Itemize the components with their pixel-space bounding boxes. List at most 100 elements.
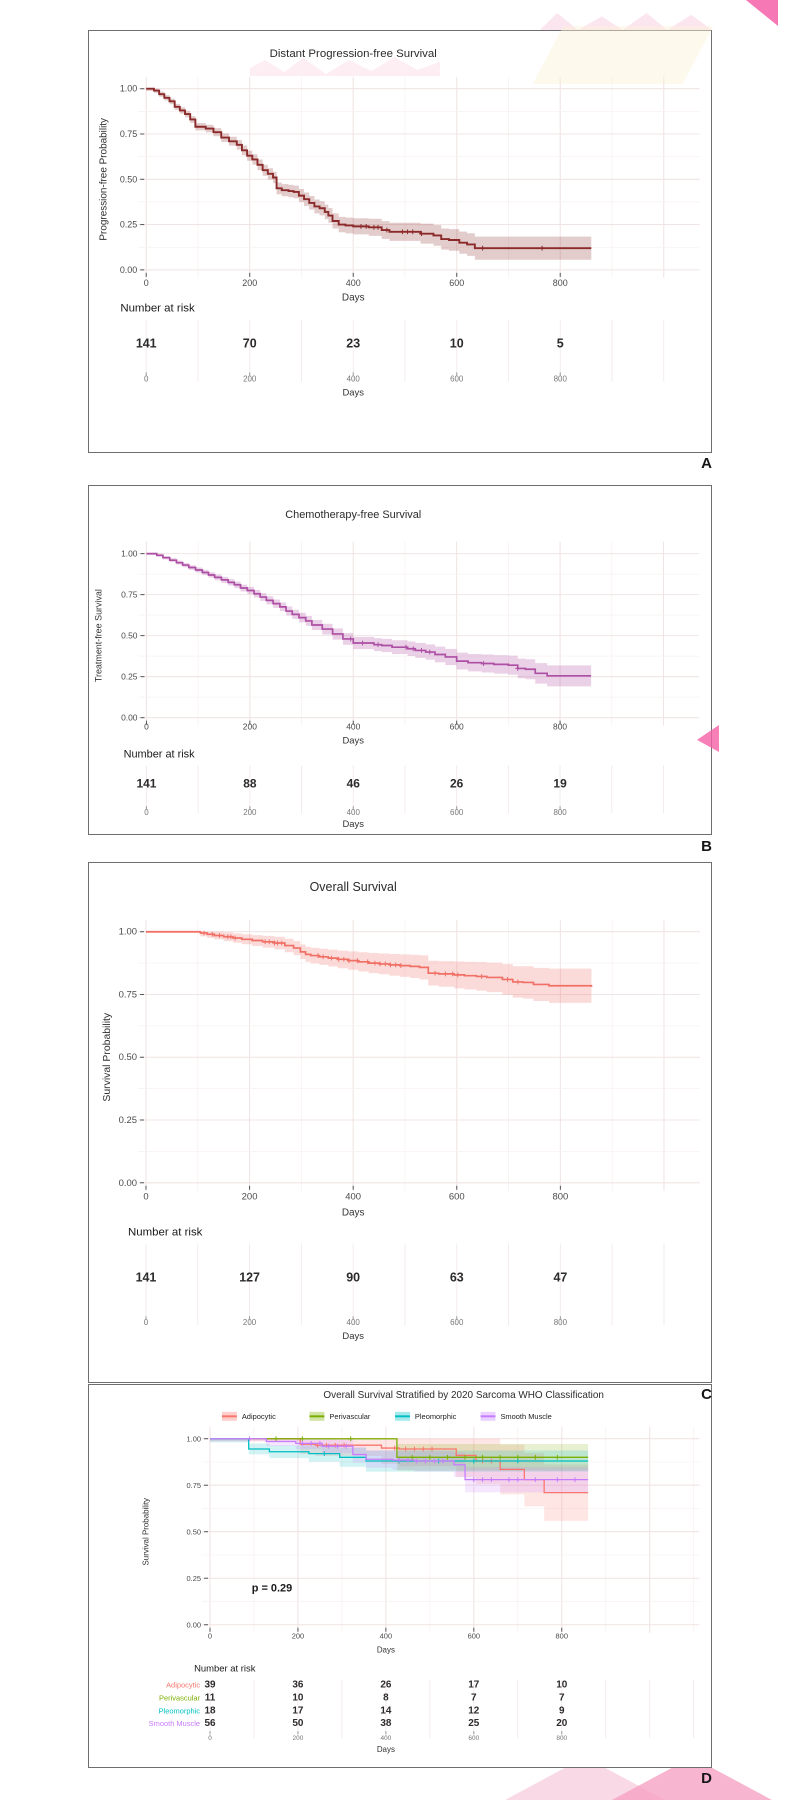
svg-text:0.00: 0.00 (120, 265, 137, 275)
svg-text:1.00: 1.00 (187, 1435, 202, 1444)
svg-text:0: 0 (144, 278, 149, 288)
svg-text:800: 800 (554, 374, 568, 383)
svg-text:Perivascular: Perivascular (329, 1412, 371, 1421)
svg-text:200: 200 (293, 1735, 304, 1742)
svg-text:Pleomorphic: Pleomorphic (415, 1412, 457, 1421)
watermark-top-strip (540, 13, 712, 30)
svg-text:0: 0 (144, 722, 149, 732)
panel-a-distant-pfs: Distant Progression-free Survival Progres… (88, 30, 712, 453)
panel-label-d: D (701, 1770, 712, 1787)
svg-text:Days: Days (342, 387, 364, 398)
svg-text:Days: Days (343, 819, 365, 830)
svg-text:Chemotherapy-free Survival: Chemotherapy-free Survival (285, 509, 421, 521)
svg-text:800: 800 (553, 722, 567, 732)
svg-text:0.00: 0.00 (187, 1621, 202, 1630)
svg-text:600: 600 (449, 278, 464, 288)
svg-text:0.75: 0.75 (121, 590, 138, 600)
svg-text:10: 10 (292, 1692, 304, 1703)
panel-label-b: B (701, 838, 712, 855)
svg-text:200: 200 (243, 374, 257, 383)
svg-text:600: 600 (450, 722, 464, 732)
svg-text:400: 400 (380, 1735, 391, 1742)
svg-text:Days: Days (342, 1208, 365, 1219)
km-chart-distant-pfs: Distant Progression-free Survival Progres… (98, 48, 700, 398)
svg-text:Number at risk: Number at risk (194, 1664, 256, 1675)
svg-text:10: 10 (556, 1679, 568, 1690)
svg-text:p = 0.29: p = 0.29 (252, 1582, 292, 1594)
svg-text:0.00: 0.00 (121, 713, 138, 723)
svg-text:600: 600 (468, 1632, 480, 1641)
svg-text:400: 400 (346, 278, 361, 288)
svg-text:1.00: 1.00 (121, 549, 138, 559)
svg-text:0.50: 0.50 (121, 631, 138, 641)
svg-text:400: 400 (345, 1192, 361, 1203)
svg-text:0.25: 0.25 (187, 1574, 202, 1583)
svg-text:14: 14 (380, 1705, 392, 1716)
panel-b-chemo-free: Chemotherapy-free Survival Treatment-free… (88, 485, 712, 835)
svg-text:0.25: 0.25 (120, 220, 137, 230)
svg-text:Overall Survival Stratified by: Overall Survival Stratified by 2020 Sarc… (323, 1390, 604, 1401)
svg-text:Survival Probability: Survival Probability (141, 1498, 150, 1566)
svg-text:Days: Days (377, 1646, 395, 1655)
svg-text:Overall Survival: Overall Survival (310, 880, 397, 894)
svg-text:Days: Days (342, 293, 365, 304)
svg-text:0.50: 0.50 (120, 174, 137, 184)
svg-text:400: 400 (380, 1632, 392, 1641)
svg-text:800: 800 (556, 1735, 567, 1742)
svg-text:Pleomorphic: Pleomorphic (159, 1706, 201, 1715)
panel-c-overall-survival: Overall Survival Survival Probability 0.00… (88, 862, 712, 1383)
svg-text:Adipocytic: Adipocytic (242, 1412, 276, 1421)
svg-text:0.50: 0.50 (119, 1052, 137, 1063)
svg-text:200: 200 (292, 1632, 304, 1641)
panel-d-stratified-survival: Overall Survival Stratified by 2020 Sarc… (88, 1384, 712, 1768)
svg-text:88: 88 (243, 776, 257, 790)
svg-text:600: 600 (450, 374, 464, 383)
svg-text:26: 26 (450, 776, 464, 790)
svg-text:0: 0 (144, 808, 149, 817)
svg-text:200: 200 (243, 722, 257, 732)
svg-text:0: 0 (144, 1318, 149, 1327)
svg-text:Distant Progression-free Survi: Distant Progression-free Survival (270, 48, 437, 60)
svg-text:600: 600 (468, 1735, 479, 1742)
svg-text:1.00: 1.00 (119, 927, 137, 938)
svg-text:7: 7 (559, 1692, 565, 1703)
svg-text:38: 38 (380, 1718, 392, 1729)
svg-text:800: 800 (556, 1632, 568, 1641)
svg-text:50: 50 (292, 1718, 304, 1729)
svg-text:Treatment-free Survival: Treatment-free Survival (94, 589, 104, 682)
svg-text:0.75: 0.75 (120, 129, 137, 139)
svg-text:47: 47 (553, 1270, 567, 1284)
svg-text:Adipocytic: Adipocytic (166, 1680, 200, 1689)
svg-text:63: 63 (450, 1270, 464, 1284)
svg-text:Survival Probability: Survival Probability (102, 1012, 113, 1102)
svg-text:Smooth Muscle: Smooth Muscle (149, 1719, 200, 1728)
svg-text:0.00: 0.00 (119, 1178, 137, 1189)
svg-text:10: 10 (450, 336, 464, 350)
svg-text:200: 200 (243, 808, 257, 817)
svg-text:26: 26 (380, 1679, 392, 1690)
svg-text:19: 19 (553, 776, 567, 790)
svg-text:11: 11 (205, 1692, 216, 1703)
svg-text:600: 600 (449, 1192, 465, 1203)
panel-label-c: C (701, 1386, 712, 1403)
svg-text:20: 20 (556, 1718, 568, 1729)
svg-text:400: 400 (347, 1318, 361, 1327)
svg-text:9: 9 (559, 1705, 565, 1716)
svg-text:141: 141 (136, 336, 157, 350)
svg-text:1.00: 1.00 (120, 84, 137, 94)
svg-text:Number at risk: Number at risk (124, 748, 196, 760)
svg-text:0.25: 0.25 (121, 672, 138, 682)
svg-text:70: 70 (243, 336, 257, 350)
svg-text:17: 17 (292, 1705, 304, 1716)
svg-text:0: 0 (143, 1192, 148, 1203)
svg-text:200: 200 (243, 1318, 257, 1327)
svg-text:5: 5 (557, 336, 564, 350)
svg-text:0.50: 0.50 (187, 1528, 202, 1537)
svg-text:8: 8 (383, 1692, 389, 1703)
svg-text:800: 800 (553, 278, 568, 288)
km-chart-chemo-free: Chemotherapy-free Survival Treatment-free… (94, 509, 700, 830)
svg-text:Perivascular: Perivascular (159, 1693, 201, 1702)
svg-text:400: 400 (347, 374, 361, 383)
svg-text:39: 39 (204, 1679, 216, 1690)
